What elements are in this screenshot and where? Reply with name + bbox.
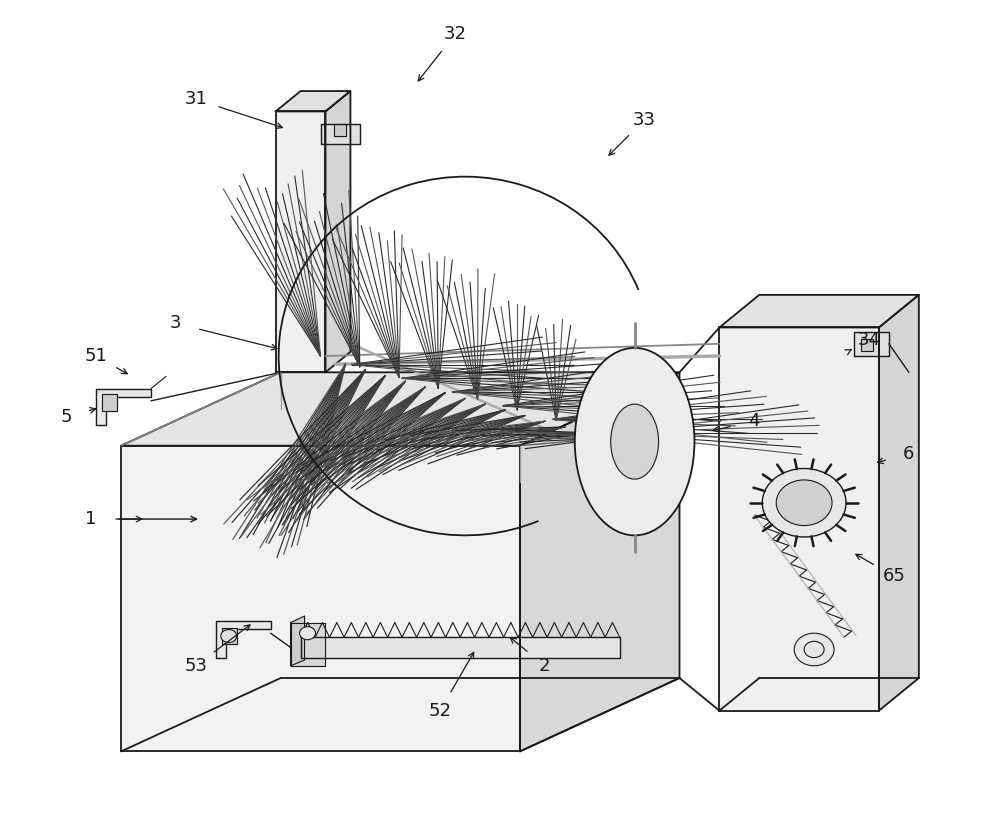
Polygon shape xyxy=(325,91,350,372)
Polygon shape xyxy=(301,637,620,658)
Polygon shape xyxy=(334,124,346,136)
Polygon shape xyxy=(861,339,873,351)
Text: 5: 5 xyxy=(60,408,72,426)
Polygon shape xyxy=(520,372,680,752)
Text: 33: 33 xyxy=(633,110,656,128)
Text: 52: 52 xyxy=(429,702,452,720)
Polygon shape xyxy=(276,111,325,372)
Polygon shape xyxy=(291,622,325,666)
Polygon shape xyxy=(121,446,520,752)
Text: 1: 1 xyxy=(85,510,97,528)
Polygon shape xyxy=(96,389,151,425)
Circle shape xyxy=(300,627,316,640)
Text: 6: 6 xyxy=(903,445,915,463)
Text: 51: 51 xyxy=(85,347,108,365)
Circle shape xyxy=(221,630,237,643)
Ellipse shape xyxy=(611,404,659,479)
Polygon shape xyxy=(719,327,879,711)
Text: 65: 65 xyxy=(882,567,905,585)
Polygon shape xyxy=(719,294,919,327)
Polygon shape xyxy=(879,294,919,711)
Polygon shape xyxy=(102,394,117,411)
Polygon shape xyxy=(121,372,680,446)
Text: 2: 2 xyxy=(539,657,551,675)
Polygon shape xyxy=(320,124,360,144)
Circle shape xyxy=(794,633,834,666)
Text: 53: 53 xyxy=(184,657,207,675)
Text: 34: 34 xyxy=(857,330,880,348)
Text: 31: 31 xyxy=(184,90,207,108)
Polygon shape xyxy=(216,621,271,658)
Circle shape xyxy=(776,480,832,526)
Polygon shape xyxy=(854,331,889,356)
Text: 3: 3 xyxy=(170,314,182,332)
Text: 4: 4 xyxy=(749,412,760,430)
Polygon shape xyxy=(291,616,305,666)
Polygon shape xyxy=(222,628,237,645)
Text: 32: 32 xyxy=(444,25,467,43)
Ellipse shape xyxy=(575,348,694,535)
Circle shape xyxy=(762,469,846,537)
Polygon shape xyxy=(276,91,350,111)
